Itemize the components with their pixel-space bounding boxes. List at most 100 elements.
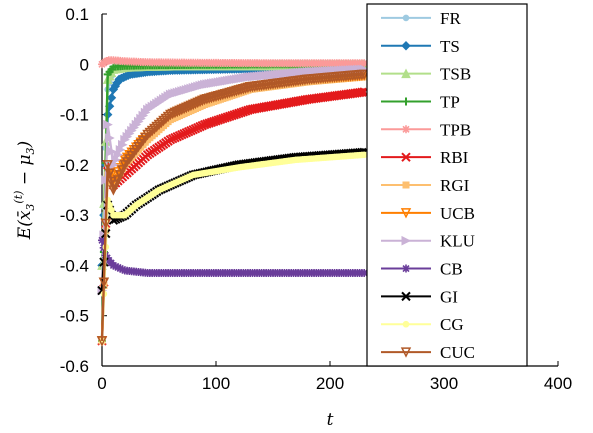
data-point-klu: [105, 133, 115, 143]
series-line-rbi: [100, 90, 365, 341]
y-axis-label: E(x̄3(t) − μ3): [12, 141, 37, 240]
legend-marker: [401, 68, 411, 79]
legend-item-ucb: UCB: [381, 204, 475, 223]
series-layer: [96, 56, 370, 347]
legend-marker: [400, 347, 412, 358]
series-rbi: [97, 87, 369, 346]
legend-item-tpb: TPB: [381, 120, 471, 139]
y-tick-label: -0.2: [60, 156, 89, 175]
legend-marker: [401, 291, 411, 302]
y-tick-label: -0.4: [60, 256, 89, 275]
data-point-cuc: [96, 336, 108, 347]
data-point-cuc: [176, 104, 188, 116]
legend-item-rgi: RGI: [381, 176, 470, 195]
data-point-cb: [98, 236, 106, 245]
data-point-cuc: [104, 168, 115, 179]
legend-item-rbi: RBI: [381, 148, 469, 167]
legend-item-tsb: TSB: [381, 65, 471, 84]
legend-label: TS: [440, 37, 460, 56]
legend-label: TP: [440, 92, 460, 111]
data-point-cuc: [358, 69, 370, 81]
legend-item-fr: FR: [381, 9, 461, 28]
legend-label: UCB: [440, 204, 475, 223]
legend-item-gi: GI: [381, 287, 458, 306]
legend-item-cg: CG: [381, 315, 464, 334]
y-tick-label: -0.6: [60, 357, 89, 376]
legend-label: CG: [440, 315, 464, 334]
series-line-klu: [100, 68, 365, 291]
data-point-cuc: [190, 98, 201, 110]
data-point-cuc: [185, 100, 197, 112]
legend-label: RBI: [440, 148, 469, 167]
legend: FR TS TSB TP TPB RBI RGI UCB KLU CB GI CG CUC: [366, 3, 528, 367]
legend-item-ts: TS: [381, 37, 460, 56]
legend-marker: [402, 320, 410, 328]
legend-marker: [402, 125, 410, 134]
x-tick-label: 300: [430, 374, 458, 393]
data-point-klu: [101, 175, 111, 185]
legend-label: TSB: [440, 65, 471, 84]
tick-labels: 0 100 200 300 400 -0.6 -0.5 -0.4 -0.3 -0.2 -0.1 0 0.…: [60, 5, 572, 393]
data-point-cuc: [169, 107, 181, 119]
x-tick-label: 100: [202, 374, 230, 393]
legend-item-tp: TP: [381, 92, 460, 111]
data-point-cb: [109, 261, 118, 270]
data-point-tpb: [360, 59, 369, 68]
x-tick-label: 0: [97, 374, 106, 393]
data-point-cb: [113, 263, 122, 272]
data-point-cb: [116, 264, 125, 273]
x-axis-label: t: [327, 410, 334, 430]
data-point-cuc: [178, 103, 190, 115]
data-point-cuc: [187, 99, 199, 111]
data-point-cuc: [100, 218, 112, 230]
y-tick-label: 0: [80, 55, 89, 74]
legend-marker: [402, 14, 410, 22]
data-point-cuc: [197, 95, 208, 107]
data-point-cb: [111, 262, 120, 271]
data-point-klu: [107, 146, 117, 157]
data-point-cuc: [174, 105, 185, 117]
series-line-cg: [100, 153, 365, 341]
legend-label: FR: [440, 9, 461, 28]
legend-label: KLU: [440, 232, 475, 251]
data-point-cuc: [194, 96, 206, 108]
x-tick-label: 400: [544, 374, 572, 393]
legend-marker: [402, 181, 410, 189]
legend-item-cuc: CUC: [381, 343, 475, 362]
data-point-cuc: [165, 109, 176, 121]
data-point-cb: [360, 268, 369, 277]
series-cb: [98, 236, 369, 277]
legend-marker: [402, 97, 410, 106]
series-line-cb: [100, 240, 365, 275]
y-tick-label: -0.3: [60, 206, 89, 225]
series-cg: [98, 151, 368, 345]
data-point-cuc: [102, 160, 113, 171]
data-point-cuc: [172, 106, 183, 118]
data-point-cuc: [98, 277, 110, 288]
data-point-ts: [106, 93, 117, 103]
legend-label: GI: [440, 287, 458, 306]
data-point-cg: [360, 151, 368, 159]
x-tick-label: 200: [316, 374, 344, 393]
y-tick-label: -0.5: [60, 307, 89, 326]
legend-label: CB: [440, 260, 463, 279]
data-point-cb: [118, 265, 127, 274]
y-tick-label: 0.1: [65, 5, 89, 24]
data-point-cuc: [181, 102, 192, 114]
legend-marker: [401, 235, 412, 246]
legend-label: CUC: [440, 343, 475, 362]
y-tick-label: -0.1: [60, 106, 89, 125]
legend-item-klu: KLU: [381, 232, 475, 251]
series-cuc: [96, 69, 370, 347]
legend-label: RGI: [440, 176, 470, 195]
legend-label: TPB: [440, 120, 471, 139]
legend-marker: [400, 208, 412, 219]
series-tpb: [98, 56, 369, 69]
data-point-cuc: [192, 97, 203, 109]
data-point-klu: [103, 119, 113, 130]
legend-marker: [401, 152, 411, 162]
data-point-cuc: [183, 101, 194, 113]
legend-marker: [401, 41, 411, 51]
legend-marker: [402, 264, 410, 273]
